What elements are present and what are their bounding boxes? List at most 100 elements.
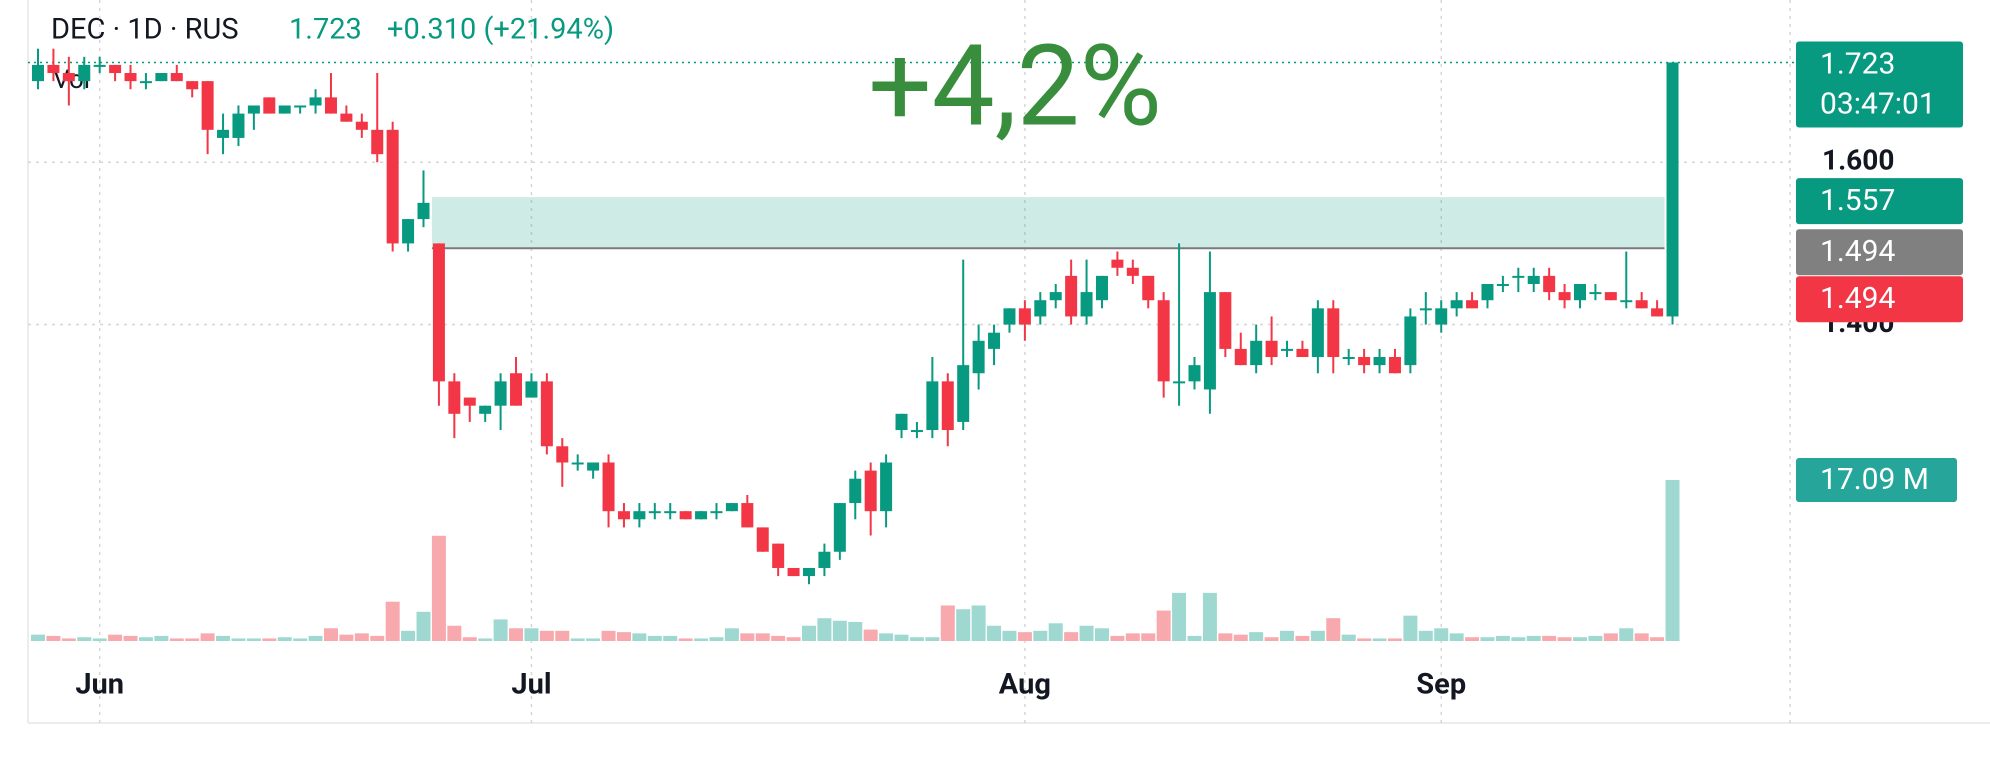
volume-bar xyxy=(1418,630,1433,641)
candle-body xyxy=(540,381,553,447)
candle-body xyxy=(1327,308,1340,358)
volume-bar xyxy=(1264,637,1279,641)
candle-body xyxy=(1358,357,1371,366)
volume-bar xyxy=(1172,592,1187,641)
volume-bar xyxy=(1603,633,1618,641)
candle-body xyxy=(1604,292,1617,301)
candle-body xyxy=(1651,308,1664,317)
candle-body xyxy=(1419,308,1432,311)
candle-body xyxy=(756,527,769,552)
volume-bar xyxy=(154,635,169,641)
price-label: 1.557 xyxy=(1820,183,1895,218)
candle-body xyxy=(679,511,692,520)
candle-body xyxy=(880,462,893,512)
volume-bar xyxy=(1233,634,1248,641)
candle-body xyxy=(1111,259,1124,268)
candle-body xyxy=(695,511,708,520)
price-label-time: 03:47:01 xyxy=(1820,86,1936,121)
volume-bar xyxy=(1280,630,1295,641)
volume-bar xyxy=(1665,480,1680,641)
candle-body xyxy=(633,511,646,520)
volume-bar xyxy=(1357,638,1372,641)
price-label-box xyxy=(1796,178,1963,225)
candle-body xyxy=(448,381,461,414)
candle-body xyxy=(47,64,60,74)
volume-bar xyxy=(848,621,863,641)
volume-bar xyxy=(169,638,184,641)
candle-body xyxy=(1543,275,1556,293)
volume-bar xyxy=(231,638,246,641)
volume-bar xyxy=(863,629,878,641)
volume-bar xyxy=(647,635,662,641)
volume-bar xyxy=(879,633,894,641)
volume-bar xyxy=(1033,630,1048,641)
volume-bar xyxy=(663,635,678,641)
candle-body xyxy=(1466,300,1479,309)
candle-body xyxy=(1388,357,1401,374)
volume-bar xyxy=(277,637,292,641)
volume-bar xyxy=(108,634,123,641)
candle-body xyxy=(1234,348,1247,366)
volume-bar xyxy=(262,638,277,641)
candle-body xyxy=(1481,283,1494,301)
y-tick-label: 1.600 xyxy=(1822,144,1894,177)
candle-body xyxy=(772,543,785,568)
volume-bar xyxy=(123,635,138,641)
candle-body xyxy=(1049,292,1062,301)
candle-body xyxy=(1435,308,1448,325)
volume-bar xyxy=(1141,633,1156,641)
candle-body xyxy=(648,511,661,514)
header-change: +0.310 (+21.94%) xyxy=(387,13,614,47)
candle-body xyxy=(1496,283,1509,286)
volume-bar xyxy=(802,625,816,641)
candle-body xyxy=(1157,300,1170,382)
volume-bar xyxy=(786,637,801,641)
candle-body xyxy=(1666,62,1679,317)
volume-bar xyxy=(1480,637,1495,641)
candle-body xyxy=(957,365,970,422)
candle-body xyxy=(849,478,862,504)
volume-label: 17.09 M xyxy=(1820,462,1929,497)
price-label-box xyxy=(1796,41,1963,128)
candle-body xyxy=(1142,275,1155,301)
candle-body xyxy=(62,73,75,82)
volume-bar xyxy=(1110,635,1125,641)
x-tick-label: Aug xyxy=(999,668,1051,702)
volume-bar xyxy=(1542,635,1557,641)
volume-bar xyxy=(1187,635,1202,641)
candle-body xyxy=(864,470,877,512)
volume-bar xyxy=(1403,615,1418,641)
volume-bar xyxy=(478,638,493,641)
candle-body xyxy=(201,81,214,130)
volume-bar xyxy=(185,638,200,641)
volume-bar xyxy=(1094,628,1109,641)
candle-body xyxy=(170,73,183,82)
candle-body xyxy=(1558,292,1571,301)
candle-body xyxy=(556,446,569,463)
volume-bar xyxy=(601,630,616,641)
candle-body xyxy=(710,511,723,514)
volume-bar xyxy=(493,619,508,641)
volume-bar xyxy=(416,611,431,641)
candle-body xyxy=(587,462,600,471)
candle-body xyxy=(324,97,337,114)
candle-body xyxy=(1589,292,1602,295)
candle-body xyxy=(32,64,44,82)
candle-body xyxy=(988,332,1001,349)
candle-body xyxy=(803,567,815,577)
volume-bar xyxy=(77,637,92,641)
volume-bar xyxy=(385,601,400,641)
volume-bar xyxy=(1495,635,1510,641)
candle-body xyxy=(247,105,260,114)
price-label-box xyxy=(1796,229,1963,276)
candle-body xyxy=(725,503,738,512)
candle-body xyxy=(78,64,91,82)
candle-body xyxy=(617,511,630,520)
symbol-title: DEC · 1D · RUS xyxy=(51,13,239,47)
candle-body xyxy=(263,97,276,114)
candle-body xyxy=(1219,292,1232,349)
volume-bar xyxy=(308,635,323,641)
volume-bar xyxy=(539,630,554,641)
volume-bar xyxy=(1372,638,1387,641)
volume-bar xyxy=(956,609,971,641)
